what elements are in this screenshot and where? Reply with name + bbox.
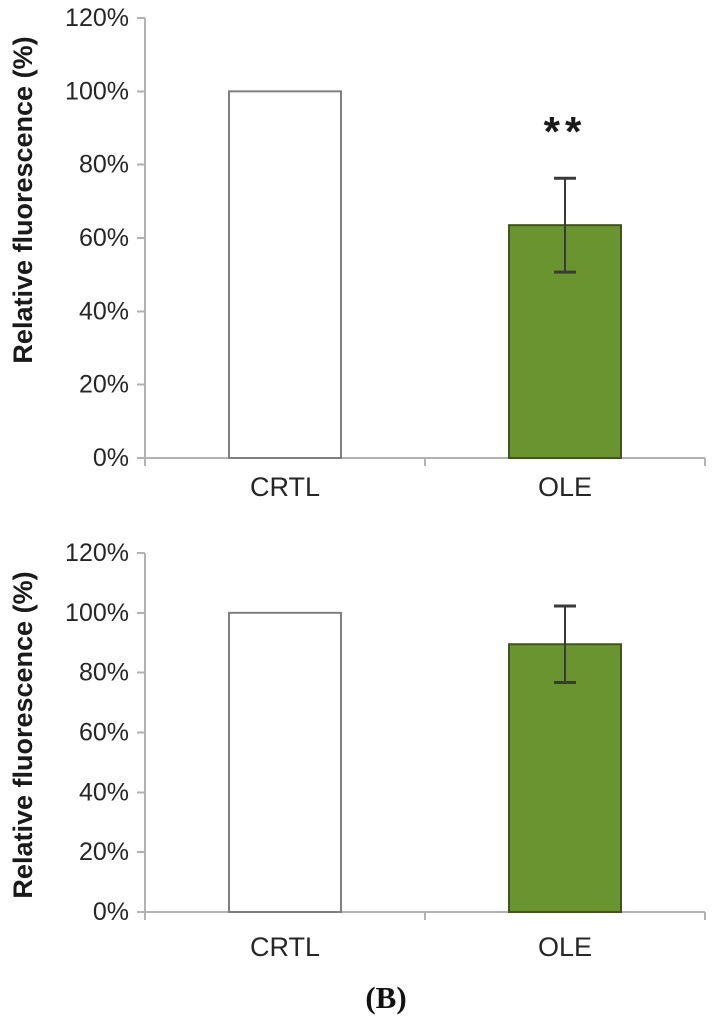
x-category-label: OLE bbox=[538, 472, 592, 502]
x-category-label: OLE bbox=[538, 932, 592, 962]
significance-annotation: ** bbox=[544, 108, 587, 155]
y-tick-label: 0% bbox=[93, 898, 129, 926]
bar-crtl bbox=[228, 90, 342, 459]
bar-crtl bbox=[228, 611, 342, 913]
x-category-label: CRTL bbox=[250, 472, 320, 502]
bar-ole bbox=[508, 643, 622, 914]
y-tick-label: 40% bbox=[79, 297, 129, 325]
top-bar-chart: 0% 20% 40% 60% 80% 100% 120% CRTL ** OLE Relative … bbox=[8, 4, 706, 502]
y-axis-title: Relative fluorescence (%) bbox=[8, 36, 38, 363]
y-tick-label: 80% bbox=[79, 659, 129, 687]
y-tick-label: 60% bbox=[79, 719, 129, 747]
y-tick-label: 20% bbox=[79, 371, 129, 399]
x-category-label: CRTL bbox=[250, 932, 320, 962]
bottom-bar-chart: 0% 20% 40% 60% 80% 100% 120% CRTL OLE Relative fl… bbox=[8, 539, 706, 962]
y-tick-label: 100% bbox=[65, 77, 129, 105]
y-tick-label: 60% bbox=[79, 224, 129, 252]
y-tick-label: 120% bbox=[65, 4, 129, 32]
y-tick-label: 0% bbox=[93, 444, 129, 472]
y-tick-label: 120% bbox=[65, 539, 129, 567]
figure-caption: (B) bbox=[365, 980, 407, 1015]
y-tick-label: 20% bbox=[79, 838, 129, 866]
y-axis-title: Relative fluorescence (%) bbox=[8, 571, 38, 898]
y-tick-label: 80% bbox=[79, 151, 129, 179]
y-tick-label: 100% bbox=[65, 599, 129, 627]
y-tick-label: 40% bbox=[79, 778, 129, 806]
